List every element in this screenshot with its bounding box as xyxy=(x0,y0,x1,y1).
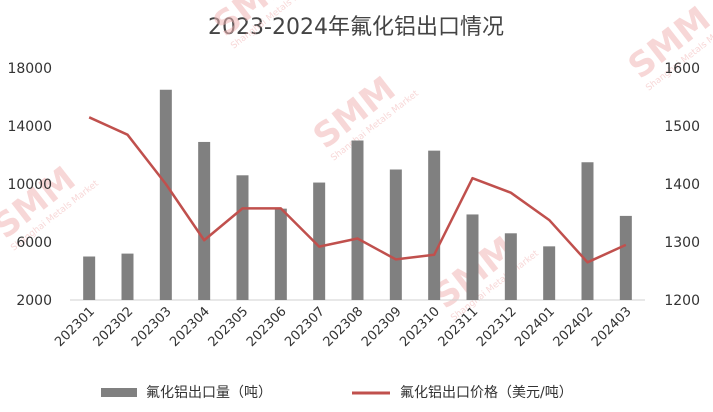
y-right-tick-label: 1300 xyxy=(664,235,700,251)
legend-swatch-bar xyxy=(101,388,137,397)
bar-series xyxy=(83,89,632,300)
y-left-tick-label: 6000 xyxy=(16,235,52,251)
y-right-tick-label: 1200 xyxy=(664,293,700,309)
y-left-tick-label: 14000 xyxy=(7,119,52,135)
x-tick-label: 202304 xyxy=(167,304,213,350)
bar xyxy=(466,214,479,300)
x-tick-label: 202403 xyxy=(589,304,635,350)
bar xyxy=(351,140,364,300)
x-tick-label: 202309 xyxy=(359,304,405,350)
x-tick-label: 202301 xyxy=(52,304,98,350)
x-axis: 2023012023022023032023042023052023062023… xyxy=(52,304,634,350)
bar xyxy=(389,169,402,300)
bar xyxy=(581,162,594,300)
bar xyxy=(313,182,326,300)
legend-label-bar: 氟化铝出口量（吨） xyxy=(146,385,272,401)
y-right-tick-label: 1500 xyxy=(664,119,700,135)
x-tick-label: 202401 xyxy=(512,304,558,350)
bar xyxy=(274,208,287,300)
line-series xyxy=(88,116,627,264)
bar xyxy=(121,253,134,300)
legend-label-line: 氟化铝出口价格（美元/吨） xyxy=(400,385,573,401)
bar xyxy=(543,246,556,300)
bar xyxy=(198,141,211,300)
x-tick-label: 202308 xyxy=(321,304,367,350)
legend: 氟化铝出口量（吨） 氟化铝出口价格（美元/吨） xyxy=(101,385,573,401)
x-tick-label: 202306 xyxy=(244,304,290,350)
price-line xyxy=(88,116,627,264)
bar xyxy=(504,233,517,300)
x-tick-label: 202302 xyxy=(91,304,137,350)
y-left-tick-label: 2000 xyxy=(16,293,52,309)
left-axis: 18000 14000 10000 6000 2000 xyxy=(7,61,52,309)
bar xyxy=(236,175,249,300)
x-tick-label: 202402 xyxy=(551,304,597,350)
x-tick-label: 202303 xyxy=(129,304,175,350)
y-left-tick-label: 10000 xyxy=(7,177,52,193)
chart-title: 2023-2024年氟化铝出口情况 xyxy=(208,15,504,40)
bar xyxy=(159,89,172,300)
x-tick-label: 202312 xyxy=(474,304,520,350)
bar xyxy=(619,215,632,300)
bar xyxy=(83,256,96,300)
bar xyxy=(428,150,441,300)
x-tick-label: 202307 xyxy=(282,304,328,350)
x-tick-label: 202305 xyxy=(206,304,252,350)
y-left-tick-label: 18000 xyxy=(7,61,52,77)
right-axis: 1600 1500 1400 1300 1200 xyxy=(664,61,700,309)
y-right-tick-label: 1400 xyxy=(664,177,700,193)
x-tick-label: 202310 xyxy=(397,304,443,350)
y-right-tick-label: 1600 xyxy=(664,61,700,77)
